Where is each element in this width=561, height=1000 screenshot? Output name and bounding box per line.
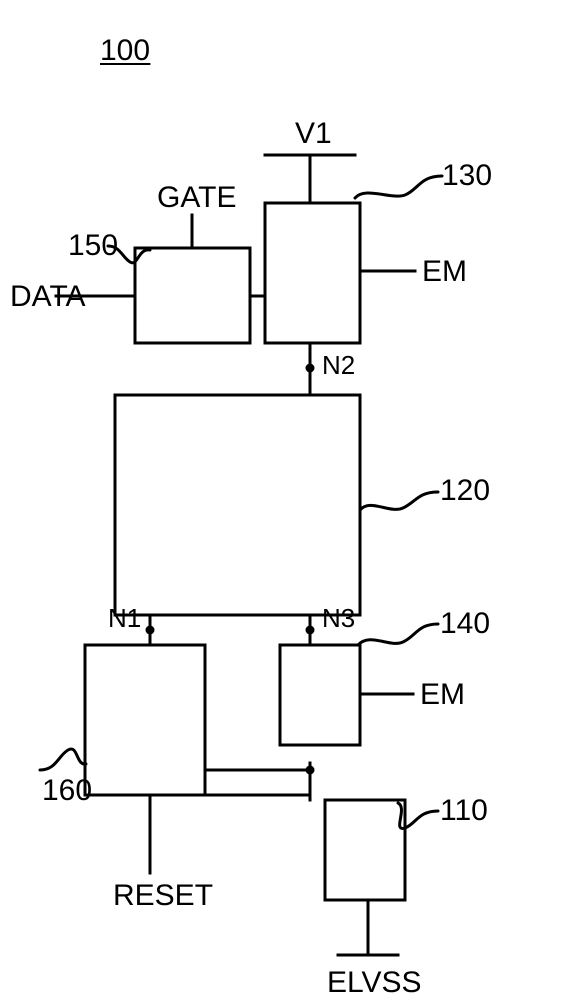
callout-ref: 130 xyxy=(442,159,492,192)
callout-leader xyxy=(40,749,86,770)
block-b130 xyxy=(265,203,360,343)
node-dot xyxy=(146,626,155,635)
node-label: N2 xyxy=(322,350,355,380)
callout-leader xyxy=(360,492,438,510)
node-dot xyxy=(306,626,315,635)
node-dot xyxy=(306,766,315,775)
callout-ref: 160 xyxy=(42,774,92,807)
callout-ref: 150 xyxy=(68,229,118,262)
circuit-diagram: 100 N2 N3 N1 V1 GATE DATA EM EM RESET ELVSS 130 150 1… xyxy=(0,0,561,1000)
callout-ref: 110 xyxy=(440,794,488,827)
signal-label: EM xyxy=(420,678,465,711)
figure-number: 100 xyxy=(100,34,150,67)
signal-label: GATE xyxy=(157,181,236,214)
callout-leader xyxy=(355,176,442,198)
block-b150 xyxy=(135,248,250,343)
signal-label: ELVSS xyxy=(327,966,422,999)
signal-label: V1 xyxy=(295,117,332,150)
signal-label: EM xyxy=(422,255,467,288)
block-b140 xyxy=(280,645,360,745)
node-dot xyxy=(306,364,315,373)
node-label: N1 xyxy=(108,603,141,633)
callout-leader xyxy=(358,624,438,645)
node-label: N3 xyxy=(322,603,355,633)
block-b120 xyxy=(115,395,360,615)
block-b110 xyxy=(325,800,405,900)
signal-label: RESET xyxy=(113,879,213,912)
block-b160 xyxy=(85,645,205,795)
callout-ref: 140 xyxy=(440,607,490,640)
callout-ref: 120 xyxy=(440,474,490,507)
signal-label: DATA xyxy=(10,280,86,313)
